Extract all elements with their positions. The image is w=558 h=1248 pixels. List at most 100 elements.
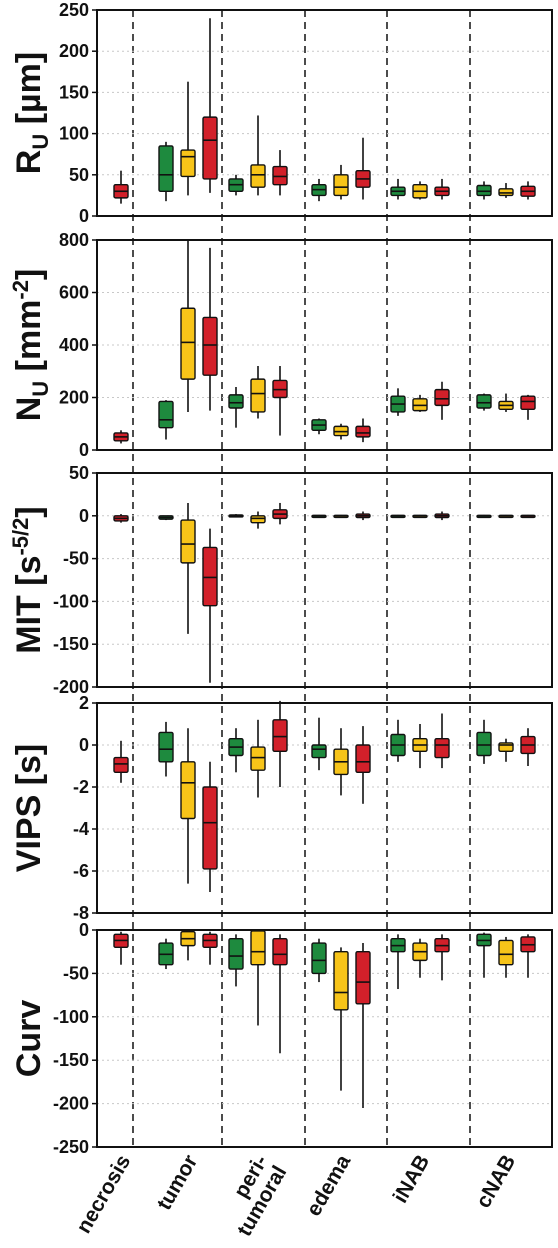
box-iqr <box>250 515 266 524</box>
box-iqr <box>476 731 492 757</box>
y-tick-label: 0 <box>79 735 89 755</box>
box-iNAB-green <box>390 514 406 519</box>
box-tumor-red <box>202 18 218 193</box>
box-iqr <box>434 388 450 407</box>
box-peri-tumoral-green <box>228 514 244 518</box>
box-peri-tumoral-yellow <box>250 511 266 529</box>
y-tick-label: -150 <box>53 1050 89 1070</box>
box-iqr <box>355 744 371 773</box>
box-iNAB-yellow <box>412 724 428 769</box>
box-iqr <box>434 738 450 759</box>
box-iqr <box>272 165 288 186</box>
box-iqr <box>476 184 492 197</box>
box-tumor-green <box>158 938 174 970</box>
box-edema-yellow <box>333 423 349 440</box>
box-tumor-red <box>202 931 218 965</box>
box-iqr <box>333 174 349 197</box>
box-iNAB-yellow <box>412 938 428 978</box>
box-iqr <box>202 316 218 376</box>
box-tumor-yellow <box>180 728 196 884</box>
box-edema-yellow <box>333 514 349 519</box>
y-tick-label: 400 <box>59 335 89 355</box>
box-iNAB-green <box>390 178 406 200</box>
y-tick-label: 150 <box>59 82 89 102</box>
box-peri-tumoral-yellow <box>250 719 266 798</box>
box-peri-tumoral-yellow <box>250 930 266 1026</box>
category-label-2: tumor <box>153 1151 203 1214</box>
box-necrosis-red <box>113 740 129 783</box>
panel-frame <box>96 702 553 914</box>
y-tick-label: -100 <box>53 1007 89 1027</box>
box-iNAB-green <box>390 388 406 416</box>
box-tumor-yellow <box>180 502 196 634</box>
box-peri-tumoral-red <box>272 150 288 196</box>
box-iqr <box>498 939 514 966</box>
box-iqr <box>520 395 536 411</box>
y-axis-label: VIPS [s] <box>10 744 48 872</box>
y-tick-label: 600 <box>59 283 89 303</box>
panel-frame <box>96 9 553 217</box>
y-tick-label: -2 <box>73 777 89 797</box>
y-tick-label: 200 <box>59 388 89 408</box>
box-iqr <box>250 378 266 413</box>
y-tick-label: 0 <box>79 920 89 940</box>
y-tick-label: 50 <box>69 463 89 483</box>
y-axis-label: Curv <box>10 1000 48 1078</box>
box-iqr <box>250 164 266 188</box>
box-cNAB-red <box>520 181 536 200</box>
box-iqr <box>498 742 514 753</box>
y-tick-label: 50 <box>69 165 89 185</box>
box-cNAB-green <box>476 932 492 978</box>
box-tumor-yellow <box>180 930 196 961</box>
box-iqr <box>158 400 174 429</box>
box-edema-red <box>355 511 371 521</box>
box-peri-tumoral-red <box>272 502 288 525</box>
box-iqr <box>333 951 349 1011</box>
box-cNAB-green <box>476 393 492 411</box>
box-iqr <box>180 149 196 178</box>
y-tick-label: 2 <box>79 693 89 713</box>
box-iqr <box>180 761 196 820</box>
box-necrosis-red <box>113 170 129 204</box>
box-peri-tumoral-green <box>228 387 244 428</box>
box-edema-green <box>311 418 327 435</box>
box-iqr <box>272 937 288 966</box>
box-iqr <box>202 116 218 180</box>
box-cNAB-yellow <box>498 393 514 412</box>
box-tumor-green <box>158 515 174 521</box>
box-edema-yellow <box>333 164 349 200</box>
box-cNAB-green <box>476 514 492 519</box>
box-iNAB-yellow <box>412 181 428 200</box>
panel-5: -250 -200 -150 -100 -50 0 Curv <box>10 920 553 1157</box>
box-cNAB-red <box>520 394 536 420</box>
y-tick-label: 800 <box>59 230 89 250</box>
panel-3: -200 -150 -100 -50 0 50 MIT [s-5/2] <box>8 463 553 697</box>
box-tumor-green <box>158 400 174 440</box>
box-cNAB-red <box>520 728 536 766</box>
box-peri-tumoral-red <box>272 934 288 1054</box>
box-iqr <box>355 951 371 1005</box>
panel-4: -8 -6 -4 -2 0 2 VIPS [s] <box>10 693 553 923</box>
box-iqr <box>180 519 196 564</box>
y-tick-label: -250 <box>53 1137 89 1157</box>
box-tumor-green <box>158 721 174 777</box>
box-tumor-red <box>202 761 218 892</box>
box-iqr <box>228 394 244 409</box>
box-cNAB-red <box>520 934 536 978</box>
box-edema-red <box>355 418 371 443</box>
box-iqr <box>311 942 327 975</box>
box-iqr <box>311 744 327 759</box>
box-iNAB-red <box>434 713 450 769</box>
box-necrosis-red <box>113 931 129 965</box>
box-cNAB-green <box>476 719 492 764</box>
panel-1: 0 50 100 150 200 250 RU [µm] <box>10 0 553 226</box>
y-tick-label: 0 <box>79 440 89 460</box>
box-edema-green <box>311 938 327 983</box>
box-iqr <box>476 394 492 409</box>
box-peri-tumoral-red <box>272 366 288 436</box>
box-edema-yellow <box>333 947 349 1091</box>
y-axis-label: RU [µm] <box>10 52 53 174</box>
box-cNAB-yellow <box>498 738 514 762</box>
box-tumor-red <box>202 247 218 411</box>
